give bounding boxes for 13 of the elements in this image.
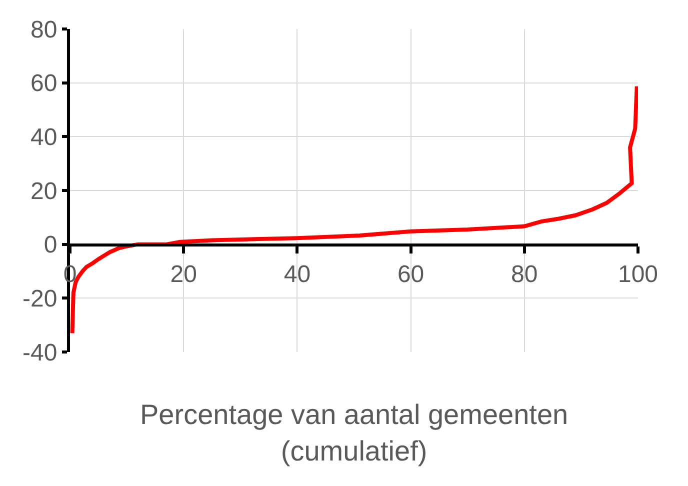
y-tick-label: -20 [22, 286, 58, 313]
x-axis-title: Percentage van aantal gemeenten (cumulatief) [140, 399, 568, 466]
x-tick-label: 60 [397, 261, 424, 288]
y-tick-label: 40 [30, 124, 58, 152]
y-tick-label: 20 [30, 178, 58, 205]
x-tick-label: 40 [284, 261, 311, 288]
x-tick-label: 100 [618, 261, 658, 288]
y-tick-label: 0 [44, 232, 58, 259]
x-tick-label: 80 [511, 261, 538, 288]
y-tick-label: 60 [30, 70, 58, 98]
y-tick-label: -40 [22, 339, 58, 366]
x-tick-label: 20 [170, 261, 197, 288]
y-tick-label: 80 [30, 16, 58, 44]
